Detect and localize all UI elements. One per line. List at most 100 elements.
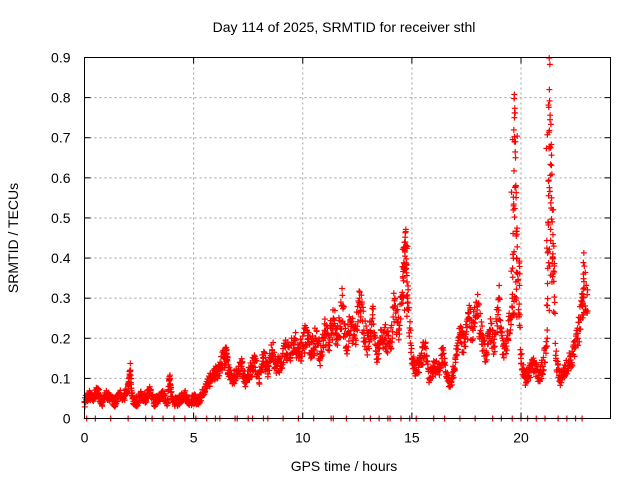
data-point bbox=[548, 171, 555, 178]
data-point bbox=[510, 126, 517, 133]
data-point bbox=[370, 305, 377, 312]
data-point bbox=[509, 274, 516, 281]
data-point bbox=[580, 285, 587, 292]
data-point bbox=[331, 307, 338, 314]
data-point bbox=[265, 363, 272, 370]
data-point bbox=[402, 239, 409, 246]
data-point bbox=[513, 231, 520, 238]
data-point bbox=[356, 289, 363, 296]
data-point bbox=[401, 263, 408, 270]
data-point bbox=[571, 338, 578, 345]
data-point bbox=[555, 360, 562, 367]
data-point bbox=[417, 359, 424, 366]
data-point bbox=[313, 328, 320, 335]
data-point bbox=[506, 330, 513, 337]
data-point bbox=[518, 355, 525, 362]
data-point bbox=[513, 286, 520, 293]
data-point bbox=[494, 311, 501, 318]
data-point bbox=[190, 395, 197, 402]
data-point bbox=[453, 342, 460, 349]
data-point bbox=[403, 255, 410, 262]
data-point bbox=[544, 249, 551, 256]
data-point bbox=[375, 355, 382, 362]
data-point bbox=[543, 343, 550, 350]
data-point bbox=[494, 304, 501, 311]
y-tick-label: 0.1 bbox=[51, 370, 71, 386]
data-point bbox=[550, 309, 557, 316]
data-point bbox=[329, 327, 336, 334]
data-point bbox=[549, 253, 556, 260]
data-point bbox=[353, 326, 360, 333]
data-point bbox=[358, 299, 365, 306]
data-point bbox=[199, 391, 206, 398]
data-point bbox=[356, 288, 363, 295]
data-point bbox=[495, 307, 502, 314]
data-point bbox=[216, 363, 223, 370]
data-point bbox=[456, 335, 463, 342]
data-point bbox=[496, 296, 503, 303]
data-point bbox=[488, 320, 495, 327]
data-point bbox=[347, 319, 354, 326]
data-point bbox=[469, 336, 476, 343]
data-point bbox=[463, 328, 470, 335]
data-point bbox=[549, 218, 556, 225]
data-point bbox=[318, 348, 325, 355]
data-point bbox=[408, 355, 415, 362]
data-point bbox=[546, 61, 553, 68]
data-point bbox=[493, 318, 500, 325]
data-point bbox=[143, 398, 150, 405]
data-point bbox=[511, 214, 518, 221]
data-point bbox=[103, 391, 110, 398]
data-point bbox=[544, 335, 551, 342]
data-point bbox=[491, 348, 498, 355]
data-point bbox=[299, 343, 306, 350]
y-tick-label: 0.3 bbox=[51, 290, 71, 306]
data-point bbox=[274, 362, 281, 369]
data-point bbox=[299, 353, 306, 360]
data-point bbox=[264, 367, 271, 374]
data-point bbox=[297, 336, 304, 343]
data-point bbox=[508, 268, 515, 275]
data-point bbox=[298, 339, 305, 346]
data-point bbox=[569, 348, 576, 355]
data-point bbox=[352, 335, 359, 342]
data-point bbox=[243, 379, 250, 386]
data-point bbox=[436, 371, 443, 378]
data-point bbox=[194, 399, 201, 406]
data-point bbox=[221, 355, 228, 362]
data-point bbox=[469, 327, 476, 334]
data-point bbox=[458, 324, 465, 331]
data-point bbox=[251, 359, 258, 366]
data-point bbox=[225, 361, 232, 368]
data-point bbox=[546, 307, 553, 314]
data-point bbox=[369, 315, 376, 322]
data-point bbox=[396, 322, 403, 329]
data-point bbox=[401, 307, 408, 314]
data-point bbox=[522, 375, 529, 382]
data-point bbox=[384, 349, 391, 356]
data-point bbox=[402, 226, 409, 233]
data-point bbox=[546, 184, 553, 191]
data-point bbox=[402, 253, 409, 260]
data-point bbox=[543, 245, 550, 252]
data-point bbox=[547, 272, 554, 279]
data-point bbox=[203, 383, 210, 390]
data-point bbox=[491, 343, 498, 350]
data-point bbox=[516, 270, 523, 277]
data-point bbox=[548, 162, 555, 169]
data-point bbox=[191, 391, 198, 398]
data-point bbox=[483, 351, 490, 358]
data-point bbox=[238, 363, 245, 370]
data-point bbox=[234, 371, 241, 378]
data-point bbox=[388, 322, 395, 329]
data-point bbox=[349, 315, 356, 322]
data-point bbox=[550, 240, 557, 247]
data-point bbox=[317, 362, 324, 369]
data-point bbox=[516, 282, 523, 289]
data-point bbox=[393, 307, 400, 314]
data-point bbox=[561, 362, 568, 369]
data-point bbox=[341, 320, 348, 327]
data-point bbox=[551, 299, 558, 306]
data-point bbox=[552, 355, 559, 362]
